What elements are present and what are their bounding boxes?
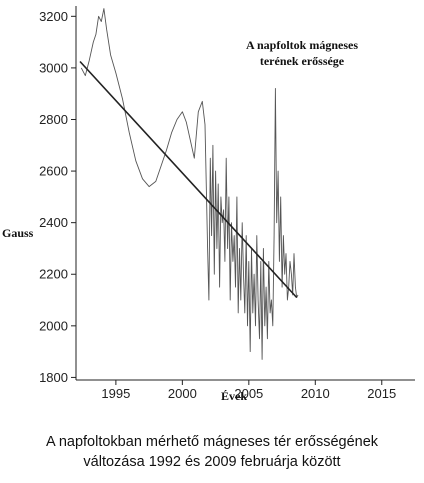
x-tick-label: 1995	[101, 386, 130, 401]
y-tick-label: 2000	[39, 318, 68, 333]
y-tick-label: 2200	[39, 267, 68, 282]
chart-axes: 1800 2000 2200 2400 2600 2800 3000 3200 1995 200…	[39, 6, 415, 401]
y-tick-label: 3000	[39, 60, 68, 75]
x-tick-label: 2000	[168, 386, 197, 401]
chart-title-line-2: terének erőssége	[260, 54, 345, 68]
figure-caption: A napfoltokban mérhető mágneses tér erős…	[0, 432, 424, 472]
y-tick-label: 3200	[39, 9, 68, 24]
x-axis-title: Évek	[221, 389, 247, 403]
chart-series	[79, 8, 299, 360]
measurement-line	[80, 8, 299, 360]
y-tick-label: 2400	[39, 215, 68, 230]
chart-title-line-1: A napfoltok mágneses	[246, 38, 358, 52]
x-tick-label: 2010	[301, 386, 330, 401]
x-tick-label: 2015	[367, 386, 396, 401]
x-axis-ticks: 1995 2000 2005 2010 2015	[101, 380, 396, 401]
y-tick-label: 1800	[39, 370, 68, 385]
trend-line	[79, 60, 298, 299]
x-tick-label: 2005	[234, 386, 263, 401]
y-tick-label: 2600	[39, 164, 68, 179]
y-axis-title: Gauss	[2, 226, 34, 240]
caption-line-2: változása 1992 és 2009 februárja között	[83, 454, 341, 470]
y-tick-label: 2800	[39, 112, 68, 127]
y-axis-ticks: 1800 2000 2200 2400 2600 2800 3000 3200	[39, 9, 76, 385]
caption-line-1: A napfoltokban mérhető mágneses tér erős…	[45, 434, 379, 450]
